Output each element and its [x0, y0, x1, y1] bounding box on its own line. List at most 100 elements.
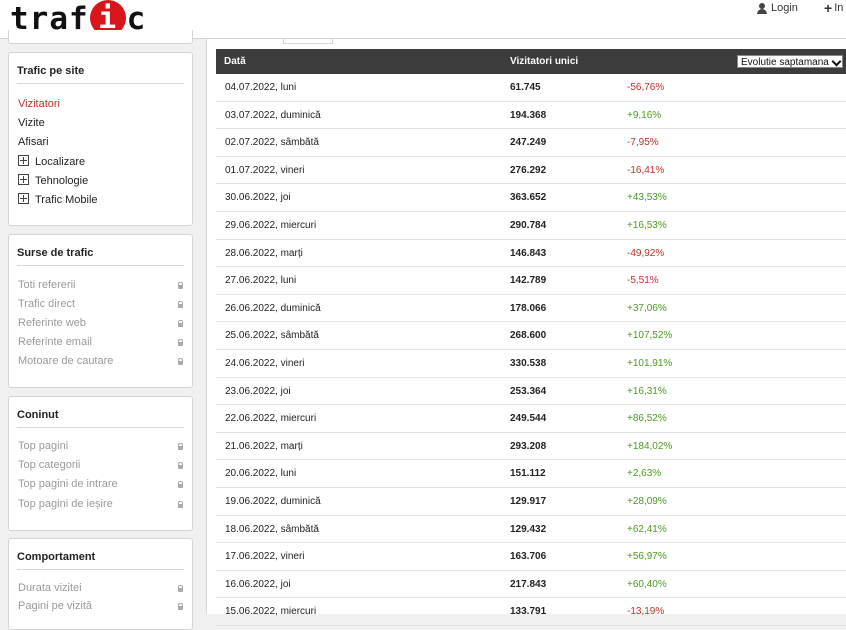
- row-date: 02.07.2022, sâmbătă: [225, 137, 319, 149]
- sidebar-item-sources[interactable]: Trafic direct: [18, 298, 75, 310]
- tab-stub[interactable]: [283, 39, 333, 44]
- sidebar-item-label: Vizitatori: [18, 98, 60, 110]
- row-change: +37,06%: [627, 302, 667, 314]
- table-row: 16.06.2022, joi 217.843 +60,40%: [216, 571, 846, 599]
- sidebar-item-sources[interactable]: Referinte web: [18, 317, 86, 329]
- sidebar-item-label: Trafic Mobile: [35, 194, 98, 206]
- row-change: -7,95%: [627, 137, 659, 149]
- sidebar-item-content[interactable]: Top pagini de intrare: [18, 478, 118, 490]
- row-visitors: 253.364: [510, 385, 547, 397]
- row-visitors: 142.789: [510, 275, 547, 287]
- sidebar-item-label: Top pagini de ieșire: [18, 498, 113, 510]
- row-change: +28,09%: [627, 495, 667, 507]
- sidebar-item-traffic[interactable]: Afisari: [18, 136, 49, 148]
- sidebar-item-label: Tehnologie: [35, 175, 89, 187]
- row-date: 20.06.2022, luni: [225, 468, 297, 480]
- row-date: 04.07.2022, luni: [225, 82, 297, 93]
- row-change: +2,63%: [627, 468, 662, 480]
- row-visitors: 146.843: [510, 247, 547, 259]
- sidebar-item-label: Durata vizitei: [18, 582, 82, 594]
- row-visitors: 129.432: [510, 523, 547, 535]
- row-date: 25.06.2022, sâmbătă: [225, 330, 319, 342]
- sidebar-item-label: Referinte email: [18, 336, 92, 348]
- sidebar-box-behavior: Comportament Durata vizitei Pagini pe viz…: [8, 538, 193, 630]
- sidebar-item-traffic[interactable]: Localizare: [18, 155, 85, 168]
- row-date: 28.06.2022, marți: [225, 247, 303, 259]
- login-label: Login: [771, 2, 798, 14]
- table-row: 30.06.2022, joi 363.652 +43,53%: [216, 184, 846, 212]
- logo-text-disc: i: [98, 1, 118, 36]
- row-visitors: 178.066: [510, 302, 547, 314]
- sources-title: Surse de trafic: [17, 235, 184, 266]
- user-icon: [757, 2, 767, 14]
- table-row: 18.06.2022, sâmbătă 129.432 +62,41%: [216, 516, 846, 544]
- row-visitors: 194.368: [510, 109, 547, 121]
- column-visitors[interactable]: Vizitatori unici: [510, 56, 579, 67]
- row-date: 17.06.2022, vineri: [225, 551, 305, 563]
- lock-icon: [178, 358, 183, 365]
- table-row: 28.06.2022, marți 146.843 -49,92%: [216, 240, 846, 268]
- register-label: In: [834, 2, 844, 14]
- chevron-down-icon: [831, 56, 842, 67]
- lock-icon: [178, 443, 183, 450]
- sidebar-item-behavior[interactable]: Pagini pe vizită: [18, 600, 92, 612]
- table-row: 19.06.2022, duminică 129.917 +28,09%: [216, 488, 846, 516]
- sidebar-item-label: Motoare de cautare: [18, 355, 114, 367]
- sidebar-item-traffic[interactable]: Trafic Mobile: [18, 193, 98, 206]
- visitors-table: Dată Vizitatori unici Evolutie saptamana…: [216, 49, 846, 626]
- column-date[interactable]: Dată: [224, 56, 246, 67]
- sidebar-item-sources[interactable]: Motoare de cautare: [18, 355, 113, 367]
- row-visitors: 330.538: [510, 357, 547, 369]
- row-change: +184,02%: [627, 440, 673, 452]
- lock-icon: [178, 481, 183, 488]
- row-visitors: 268.600: [510, 330, 547, 342]
- sidebar-item-label: Pagini pe vizită: [18, 600, 92, 612]
- sidebar-item-content[interactable]: Top pagini de ieșire: [18, 498, 113, 510]
- expand-icon: [18, 174, 29, 185]
- sidebar-item-sources[interactable]: Toti refererii: [18, 279, 75, 291]
- traffic-title: Trafic pe site: [17, 53, 184, 84]
- row-date: 15.06.2022, miercuri: [225, 606, 317, 618]
- row-change: +56,97%: [627, 551, 667, 563]
- login-link[interactable]: Login: [757, 2, 798, 14]
- row-visitors: 217.843: [510, 578, 547, 590]
- sidebar-item-behavior[interactable]: Durata vizitei: [18, 582, 82, 594]
- sidebar-item-traffic[interactable]: Vizitatori: [18, 98, 60, 110]
- lock-icon: [178, 282, 183, 289]
- table-row: 22.06.2022, miercuri 249.544 +86,52%: [216, 405, 846, 433]
- sidebar-item-label: Referinte web: [18, 317, 86, 329]
- table-row: 24.06.2022, vineri 330.538 +101,91%: [216, 350, 846, 378]
- register-link[interactable]: + In: [824, 0, 843, 16]
- sidebar-item-content[interactable]: Top categorii: [18, 459, 80, 471]
- table-header: Dată Vizitatori unici Evolutie saptamana: [216, 49, 846, 74]
- main-panel: [206, 39, 846, 614]
- expand-icon: [18, 193, 29, 204]
- table-row: 29.06.2022, miercuri 290.784 +16,53%: [216, 212, 846, 240]
- row-change: -56,76%: [627, 82, 665, 93]
- sidebar-item-content[interactable]: Top pagini: [18, 440, 68, 452]
- table-row: 04.07.2022, luni 61.745 -56,76%: [216, 74, 846, 102]
- sidebar-item-traffic[interactable]: Tehnologie: [18, 174, 88, 187]
- sidebar-box-content: Coninut Top pagini Top categorii Top pagin…: [8, 396, 193, 531]
- table-row: 27.06.2022, luni 142.789 -5,51%: [216, 267, 846, 295]
- row-visitors: 249.544: [510, 413, 547, 425]
- sidebar-item-traffic[interactable]: Vizite: [18, 117, 45, 129]
- lock-icon: [178, 339, 183, 346]
- table-row: 03.07.2022, duminică 194.368 +9,16%: [216, 102, 846, 130]
- sidebar-box-stub: [8, 30, 193, 44]
- row-visitors: 276.292: [510, 164, 547, 176]
- row-change: +16,31%: [627, 385, 667, 397]
- row-change: +16,53%: [627, 219, 667, 231]
- row-date: 19.06.2022, duminică: [225, 495, 321, 507]
- table-row: 25.06.2022, sâmbătă 268.600 +107,52%: [216, 322, 846, 350]
- sidebar-item-sources[interactable]: Referinte email: [18, 336, 92, 348]
- sidebar-box-sources: Surse de trafic Toti refererii Trafic dir…: [8, 234, 193, 388]
- evolution-select[interactable]: Evolutie saptamana: [737, 55, 843, 68]
- table-row: 15.06.2022, miercuri 133.791 -13,19%: [216, 598, 846, 626]
- row-date: 03.07.2022, duminică: [225, 109, 321, 121]
- table-row: 21.06.2022, marți 293.208 +184,02%: [216, 433, 846, 461]
- sidebar-item-label: Top pagini de intrare: [18, 478, 118, 490]
- lock-icon: [178, 585, 183, 592]
- evolution-select-value: Evolutie saptamana: [741, 57, 829, 68]
- lock-icon: [178, 301, 183, 308]
